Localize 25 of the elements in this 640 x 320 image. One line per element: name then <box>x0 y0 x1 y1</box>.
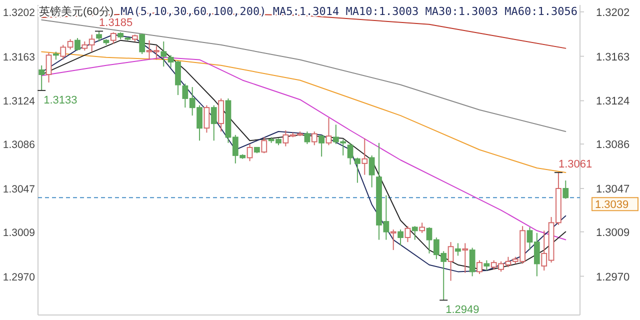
annotation: 1.3133 <box>44 94 78 106</box>
y-tick-label: 1.3009 <box>2 226 36 239</box>
y2-tick-label: 1.2970 <box>596 271 630 284</box>
y2-tick-label: 1.3202 <box>596 6 630 19</box>
y-tick-label: 1.3163 <box>2 51 36 64</box>
annotation: 1.2949 <box>439 300 480 316</box>
annotation: 1.3185 <box>99 17 133 30</box>
y2-tick-label: 1.3009 <box>596 226 630 239</box>
annotation: 1.3061 <box>558 158 592 171</box>
y2-tick-label: 1.3163 <box>596 51 630 64</box>
annotation: 1.2949 <box>446 304 480 316</box>
annotation: 1.3061 <box>554 158 592 174</box>
ref-label: 1.3039 <box>592 197 638 212</box>
y2-tick-label: 1.3124 <box>596 96 630 108</box>
y2-tick-label: 1.3086 <box>596 139 630 152</box>
y-tick-label: 1.3086 <box>2 139 36 152</box>
annotation: 1.3185 <box>94 17 133 32</box>
y-tick-label: 1.3202 <box>2 6 36 19</box>
y-tick-label: 1.3047 <box>2 183 36 196</box>
y2-tick-label: 1.3047 <box>596 183 630 196</box>
annotation: 1.3133 <box>37 90 78 106</box>
line-series <box>41 19 566 132</box>
y-tick-label: 1.2970 <box>2 271 36 284</box>
y-tick-label: 1.3124 <box>2 96 36 108</box>
ref-line-label: 1.3039 <box>595 199 629 212</box>
